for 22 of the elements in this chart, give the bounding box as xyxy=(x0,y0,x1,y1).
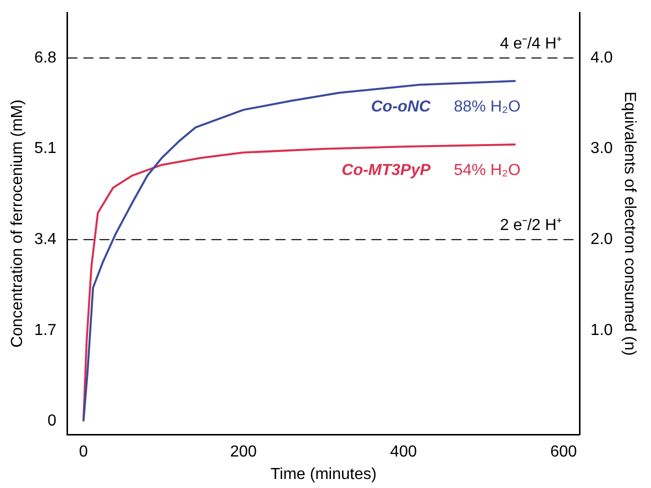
x-tick-label: 400 xyxy=(390,444,417,461)
x-tick-label: 600 xyxy=(550,444,577,461)
annotation: 88% H₂O xyxy=(454,98,521,116)
y-tick-label: 1.7 xyxy=(34,322,57,339)
y-tick-label: 5.1 xyxy=(34,140,57,158)
y-tick-label: 0 xyxy=(48,412,57,430)
y-tick-label: 3.4 xyxy=(34,231,57,248)
y-tick-label: 6.8 xyxy=(34,49,57,66)
y2-tick-label: 2.0 xyxy=(590,231,613,248)
x-tick-label: 200 xyxy=(230,444,257,461)
y2-axis-title: Equivalents of electron consumed (n) xyxy=(620,92,638,356)
ref-line-label: 2 e⁻/2 H⁺ xyxy=(500,217,562,234)
ref-line-label: 4 e⁻/4 H⁺ xyxy=(500,35,562,52)
series-label: Co-MT3PyP xyxy=(342,162,431,179)
y-axis-title: Concentration of ferrocenium (mM) xyxy=(9,100,26,348)
series-label: Co-oNC xyxy=(370,98,431,116)
x-tick-label: 0 xyxy=(78,444,88,461)
y2-tick-label: 4.0 xyxy=(590,49,613,66)
y2-tick-label: 3.0 xyxy=(590,140,613,158)
annotation: 54% H₂O xyxy=(454,162,521,179)
y2-tick-label: 1.0 xyxy=(590,322,613,339)
x-axis-title: Time (minutes) xyxy=(270,466,377,483)
